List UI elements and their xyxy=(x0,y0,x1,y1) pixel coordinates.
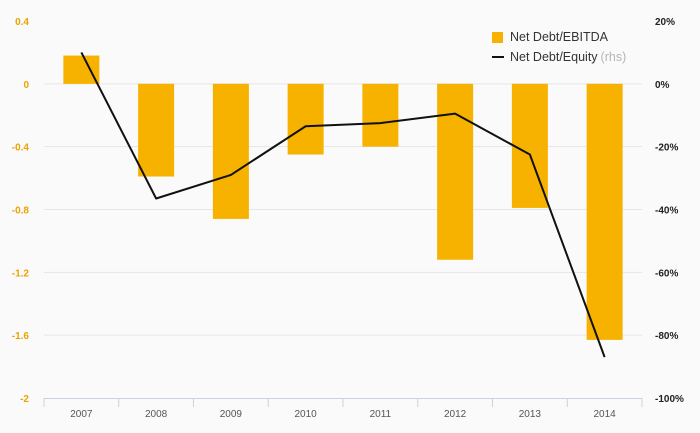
right-axis-tick-label: -80% xyxy=(655,331,678,342)
legend-bar-swatch xyxy=(492,31,503,43)
x-axis-tick-label: 2008 xyxy=(145,409,168,420)
bar xyxy=(437,83,474,260)
right-axis-tick-label: -60% xyxy=(655,268,678,279)
left-axis-tick-label: -0.8 xyxy=(12,206,30,217)
left-axis-tick-label: 0.4 xyxy=(15,17,29,28)
right-axis-tick-label: -100% xyxy=(655,394,684,405)
legend-item-bar[interactable]: Net Debt/EBITDA xyxy=(492,27,626,47)
bar xyxy=(138,83,175,177)
line-series xyxy=(80,51,606,358)
x-axis-tick-label: 2007 xyxy=(70,409,93,420)
legend-item-line[interactable]: Net Debt/Equity (rhs) xyxy=(492,47,626,67)
left-axis-tick-label: -0.4 xyxy=(12,143,30,154)
legend-line-suffix: (rhs) xyxy=(600,50,627,64)
left-axis-tick-label: 0 xyxy=(23,80,29,91)
right-axis-tick-label: 0% xyxy=(655,80,670,91)
bar xyxy=(63,55,100,84)
x-axis-tick-label: 2014 xyxy=(594,409,617,420)
x-axis-tick-label: 2009 xyxy=(220,409,243,420)
right-axis-tick-label: -40% xyxy=(655,206,678,217)
bar xyxy=(586,83,623,340)
bar xyxy=(212,83,249,219)
x-axis-tick-label: 2011 xyxy=(370,409,392,420)
bar xyxy=(362,83,399,147)
x-axis-tick-label: 2012 xyxy=(444,409,467,420)
x-axis-tick-label: 2010 xyxy=(295,409,318,420)
legend: Net Debt/EBITDA Net Debt/Equity (rhs) xyxy=(492,27,626,67)
legend-line-label: Net Debt/Equity xyxy=(510,50,598,64)
left-axis-tick-label: -2 xyxy=(20,394,29,405)
legend-bar-label: Net Debt/EBITDA xyxy=(510,30,608,44)
legend-line-swatch xyxy=(492,56,504,58)
left-axis-tick-label: -1.6 xyxy=(12,331,30,342)
left-axis-tick-label: -1.2 xyxy=(12,268,30,279)
x-axis-tick-label: 2013 xyxy=(519,409,542,420)
right-axis-tick-label: -20% xyxy=(655,143,678,154)
bar xyxy=(287,83,324,155)
right-axis-tick-label: 20% xyxy=(655,17,675,28)
